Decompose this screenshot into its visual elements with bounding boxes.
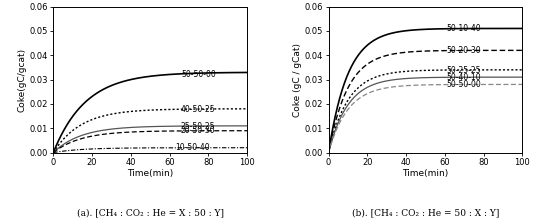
Text: 40-50-25: 40-50-25 — [181, 105, 215, 114]
X-axis label: Time(min): Time(min) — [402, 169, 449, 177]
Text: 50-40-10: 50-40-10 — [447, 73, 481, 82]
Text: 50-10-40: 50-10-40 — [447, 24, 481, 33]
Text: (a). [CH₄ : CO₂ : He = X : 50 : Y]: (a). [CH₄ : CO₂ : He = X : 50 : Y] — [77, 208, 224, 217]
Text: (b). [CH₄ : CO₂ : He = 50 : X : Y]: (b). [CH₄ : CO₂ : He = 50 : X : Y] — [352, 208, 499, 217]
Text: 50-50-00: 50-50-00 — [447, 80, 481, 89]
Text: 50-20-30: 50-20-30 — [447, 46, 481, 55]
Text: 25-50-25: 25-50-25 — [181, 122, 215, 131]
Text: 20-50-30: 20-50-30 — [181, 126, 215, 135]
Text: 10-50-40: 10-50-40 — [175, 143, 210, 152]
Text: 50-50-00: 50-50-00 — [181, 70, 216, 79]
Y-axis label: Coke(gC/gcat): Coke(gC/gcat) — [18, 48, 27, 112]
Y-axis label: Coke (gC / gCat): Coke (gC / gCat) — [293, 43, 302, 117]
X-axis label: Time(min): Time(min) — [127, 169, 173, 177]
Text: 50-25-25: 50-25-25 — [447, 66, 481, 75]
